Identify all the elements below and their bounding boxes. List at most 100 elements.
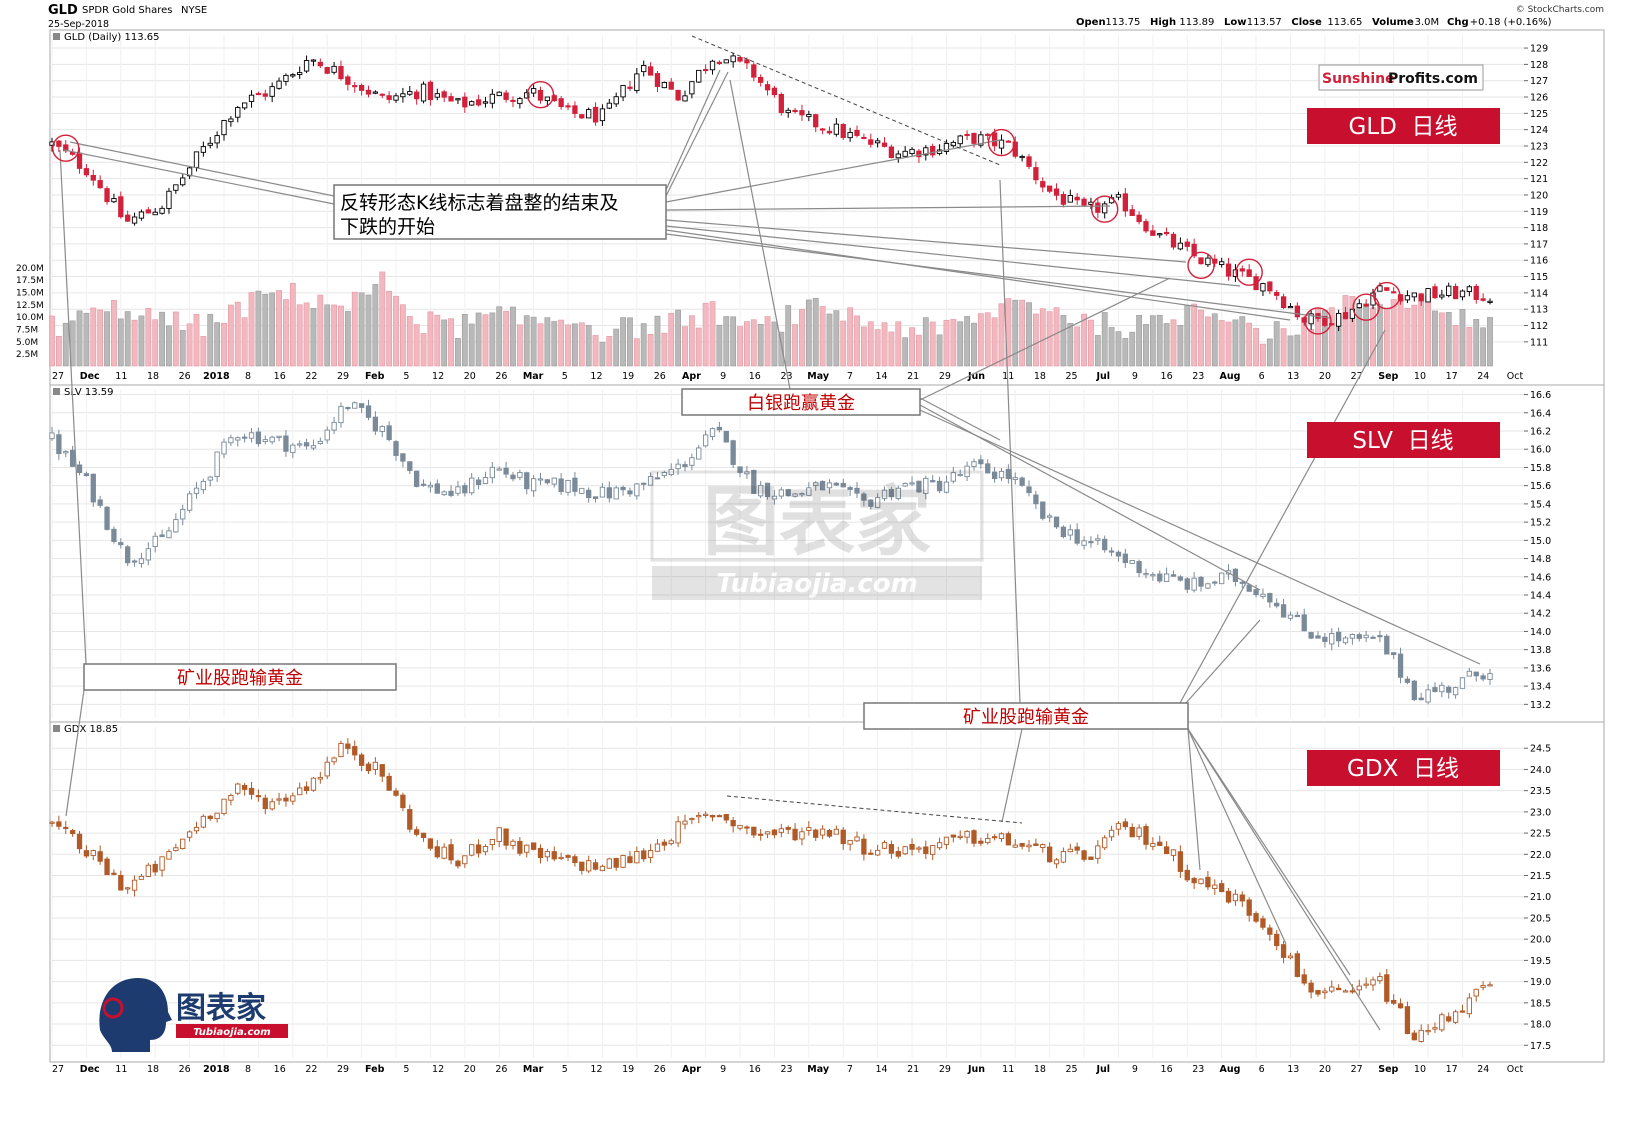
gld-volume-bar (1032, 313, 1039, 367)
gld-volume-bar (1026, 302, 1032, 367)
gld-candle-body (365, 89, 372, 95)
slv-candle-body (771, 495, 778, 500)
slv-candle-body (1198, 576, 1204, 587)
slv-candle-body (813, 482, 819, 486)
gld-volume-bar (1191, 303, 1198, 367)
x-axis-label: 9 (1132, 1064, 1138, 1075)
x-axis-label: 16 (749, 1064, 761, 1075)
x-axis-label: 10 (1414, 1064, 1426, 1075)
gld-volume-bar (1094, 335, 1101, 367)
gld-volume-bar (1390, 299, 1397, 367)
gdx-candle-body (290, 795, 296, 802)
gdx-candle-body (1102, 837, 1108, 849)
gld-volume-bar (338, 305, 344, 367)
gdx-tick-label: 24.5 (1530, 744, 1551, 755)
gld-candle-body (1363, 304, 1369, 307)
gdx-candle-body (1143, 826, 1149, 845)
gld-volume-bar (1184, 304, 1191, 367)
gld-volume-bar (276, 290, 282, 367)
gld-candle-body (186, 167, 193, 177)
gld-candle-body (792, 109, 798, 113)
gld-volume-axis: 20.0M 17.5M 15.0M 12.5M 10.0M 7.5M 5.0M 2.5M (16, 264, 44, 360)
gdx-candle-body (689, 818, 695, 821)
gdx-candle-body (1432, 1027, 1438, 1030)
x-axis-label: 6 (1259, 371, 1265, 382)
gdx-candle-body (180, 838, 186, 849)
slv-tick-label: 15.8 (1530, 463, 1551, 474)
gld-title-icon (53, 33, 60, 40)
gdx-candle-body (888, 844, 895, 854)
slv-candle-body (1047, 515, 1053, 518)
slv-candle-body (1177, 576, 1184, 581)
gdx-candle-body (56, 821, 62, 827)
gld-tick-label: 111 (1530, 337, 1548, 348)
gld-volume-bar (867, 321, 874, 367)
gld-candle-body (737, 56, 743, 62)
gld-volume-bar (172, 311, 179, 367)
gld-candle-body (1425, 288, 1431, 303)
gdx-candle-body (826, 829, 833, 837)
gld-volume-bar (1383, 308, 1390, 367)
gld-tick-label: 129 (1530, 44, 1548, 55)
slv-candle-body (1487, 673, 1493, 680)
sunshine-text: Sunshine (1322, 71, 1395, 87)
x-axis-label: Mar (523, 371, 544, 382)
slv-candle-body (400, 453, 406, 462)
slv-candle-body (393, 441, 399, 456)
slv-candle-body (758, 484, 764, 497)
gdx-candle-body (792, 828, 798, 841)
gld-volume-bar (193, 314, 200, 367)
x-axis-label: 12 (432, 371, 444, 382)
gld-candle-body (1384, 287, 1390, 291)
gld-volume-bar (1019, 299, 1026, 367)
gld-volume-bar (1108, 327, 1115, 367)
gld-volume-bar (964, 316, 970, 367)
slv-candle-body (537, 478, 544, 481)
gld-candle-body (248, 94, 255, 102)
x-axis-label: 29 (939, 1064, 951, 1075)
slv-candle-body (1184, 578, 1190, 590)
gdx-tick-label: 22.0 (1530, 850, 1551, 861)
gld-candle-body (758, 76, 764, 83)
gdx-candle-body (455, 860, 461, 867)
slv-candle-body (290, 444, 296, 454)
gld-candle-body (324, 67, 330, 74)
gld-volume-bar (1473, 319, 1480, 367)
gld-volume-bar (283, 299, 289, 367)
gld-volume-bar (1081, 313, 1087, 367)
annotation-leader-line (59, 149, 87, 665)
gdx-candle-body (386, 775, 392, 791)
gld-candle-body (111, 198, 117, 203)
slv-candle-body (840, 482, 846, 488)
gdx-candle-body (276, 798, 282, 801)
gdx-candle-body (1177, 851, 1184, 872)
gld-tick-label: 117 (1530, 239, 1548, 250)
gld-volume-bar (1101, 312, 1108, 367)
gld-volume-bar (530, 316, 537, 367)
gdx-candle-body (930, 845, 936, 855)
x-axis-label: 5 (403, 1064, 409, 1075)
slv-candle-body (475, 479, 482, 485)
slv-candle-body (1170, 574, 1177, 577)
gld-tick-label: 127 (1530, 76, 1548, 87)
slv-candle-body (152, 535, 158, 547)
slv-candle-body (1267, 593, 1273, 603)
slv-candle-body (1260, 593, 1266, 597)
gld-candle-body (1397, 294, 1404, 302)
x-axis-label: 11 (115, 371, 127, 382)
slv-candle-body (503, 467, 509, 475)
slv-candle-body (971, 461, 977, 468)
gdx-candle-body (647, 850, 654, 858)
gld-tick-label: 121 (1530, 174, 1548, 185)
gdx-candle-body (207, 815, 213, 820)
gdx-candle-body (1446, 1016, 1452, 1022)
slv-candle-body (1377, 635, 1383, 638)
gld-candle-body (269, 86, 275, 97)
gld-candle-body (455, 98, 461, 101)
gdx-candle-body (496, 827, 502, 842)
gld-candle-body (1095, 202, 1101, 213)
x-axis-label: 7 (847, 371, 853, 382)
annotation-leader-line (1187, 728, 1201, 871)
slv-candle-body (641, 482, 647, 485)
gdx-candle-body (317, 777, 323, 780)
